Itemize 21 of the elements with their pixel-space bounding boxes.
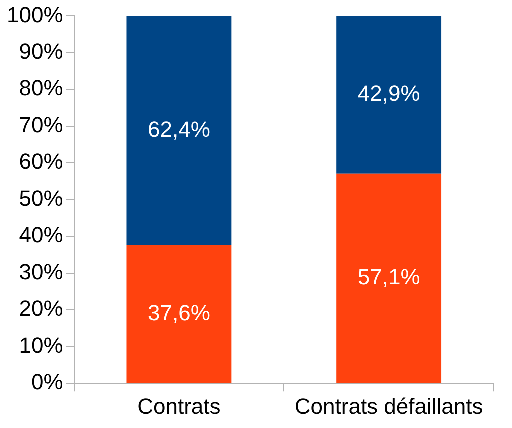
bar [336, 174, 442, 384]
x-tick-label: Contrats défaillants [294, 394, 484, 419]
data-label: 37,6% [148, 300, 210, 326]
x-tick-label: Contrats [138, 394, 221, 419]
y-tick-label: 20% [19, 296, 64, 322]
y-tick-label: 60% [19, 149, 64, 174]
bar [336, 16, 442, 174]
data-label: 62,4% [148, 116, 210, 142]
y-tick-label: 0% [31, 370, 64, 395]
y-tick-label: 80% [19, 76, 64, 101]
data-label: 42,9% [358, 81, 420, 106]
bar [126, 16, 232, 246]
y-tick-label: 70% [19, 112, 64, 138]
y-tick-label: 100% [6, 2, 64, 28]
y-tick-label: 40% [19, 222, 64, 248]
data-label: 57,1% [358, 264, 420, 290]
y-tick-label: 90% [19, 39, 64, 64]
bar [126, 245, 232, 384]
y-tick-label: 10% [19, 332, 64, 358]
y-tick-label: 30% [19, 259, 64, 284]
y-tick-label: 50% [19, 186, 64, 211]
